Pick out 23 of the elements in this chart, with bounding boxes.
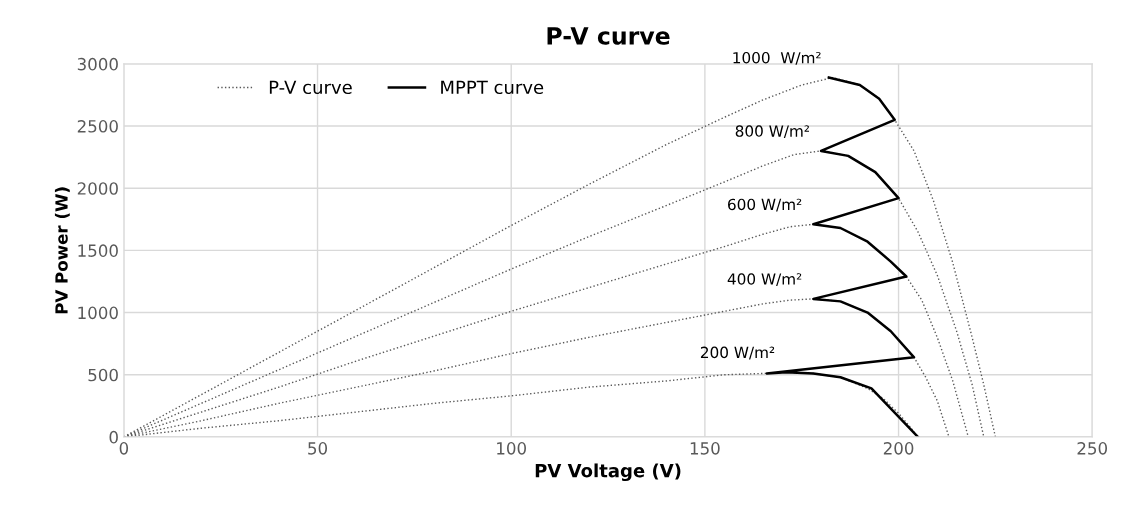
x-tick-label: 150	[690, 442, 720, 455]
annotation: 400 W/m²	[727, 273, 802, 287]
x-tick-label: 50	[308, 442, 328, 455]
annotation: 1000 W/m²	[733, 51, 821, 65]
y-tick-label: 1000	[78, 306, 118, 320]
x-axis-title: PV Voltage (V)	[535, 463, 681, 482]
y-tick-label: 0	[109, 430, 118, 444]
y-axis-title: PV Power (W)	[54, 187, 70, 314]
chart-title: P-V curve	[547, 27, 670, 45]
y-tick-label: 2000	[77, 182, 118, 195]
annotation: 200 W/m²	[700, 346, 775, 360]
legend-label: P-V curve	[269, 80, 352, 95]
y-tick-label: 2500	[77, 120, 118, 133]
y-tick-label: 1500	[78, 244, 118, 257]
x-tick-label: 200	[883, 442, 914, 455]
x-tick-label: 100	[497, 442, 526, 455]
x-tick-label: 250	[1077, 442, 1108, 455]
y-tick-label: 3000	[77, 57, 118, 71]
x-tick-label: 0	[119, 442, 129, 455]
annotation: 600 W/m²	[728, 198, 802, 212]
y-tick-label: 500	[88, 368, 118, 382]
annotation: 800 W/m²	[735, 125, 810, 139]
legend-label: MPPT curve	[441, 80, 544, 95]
